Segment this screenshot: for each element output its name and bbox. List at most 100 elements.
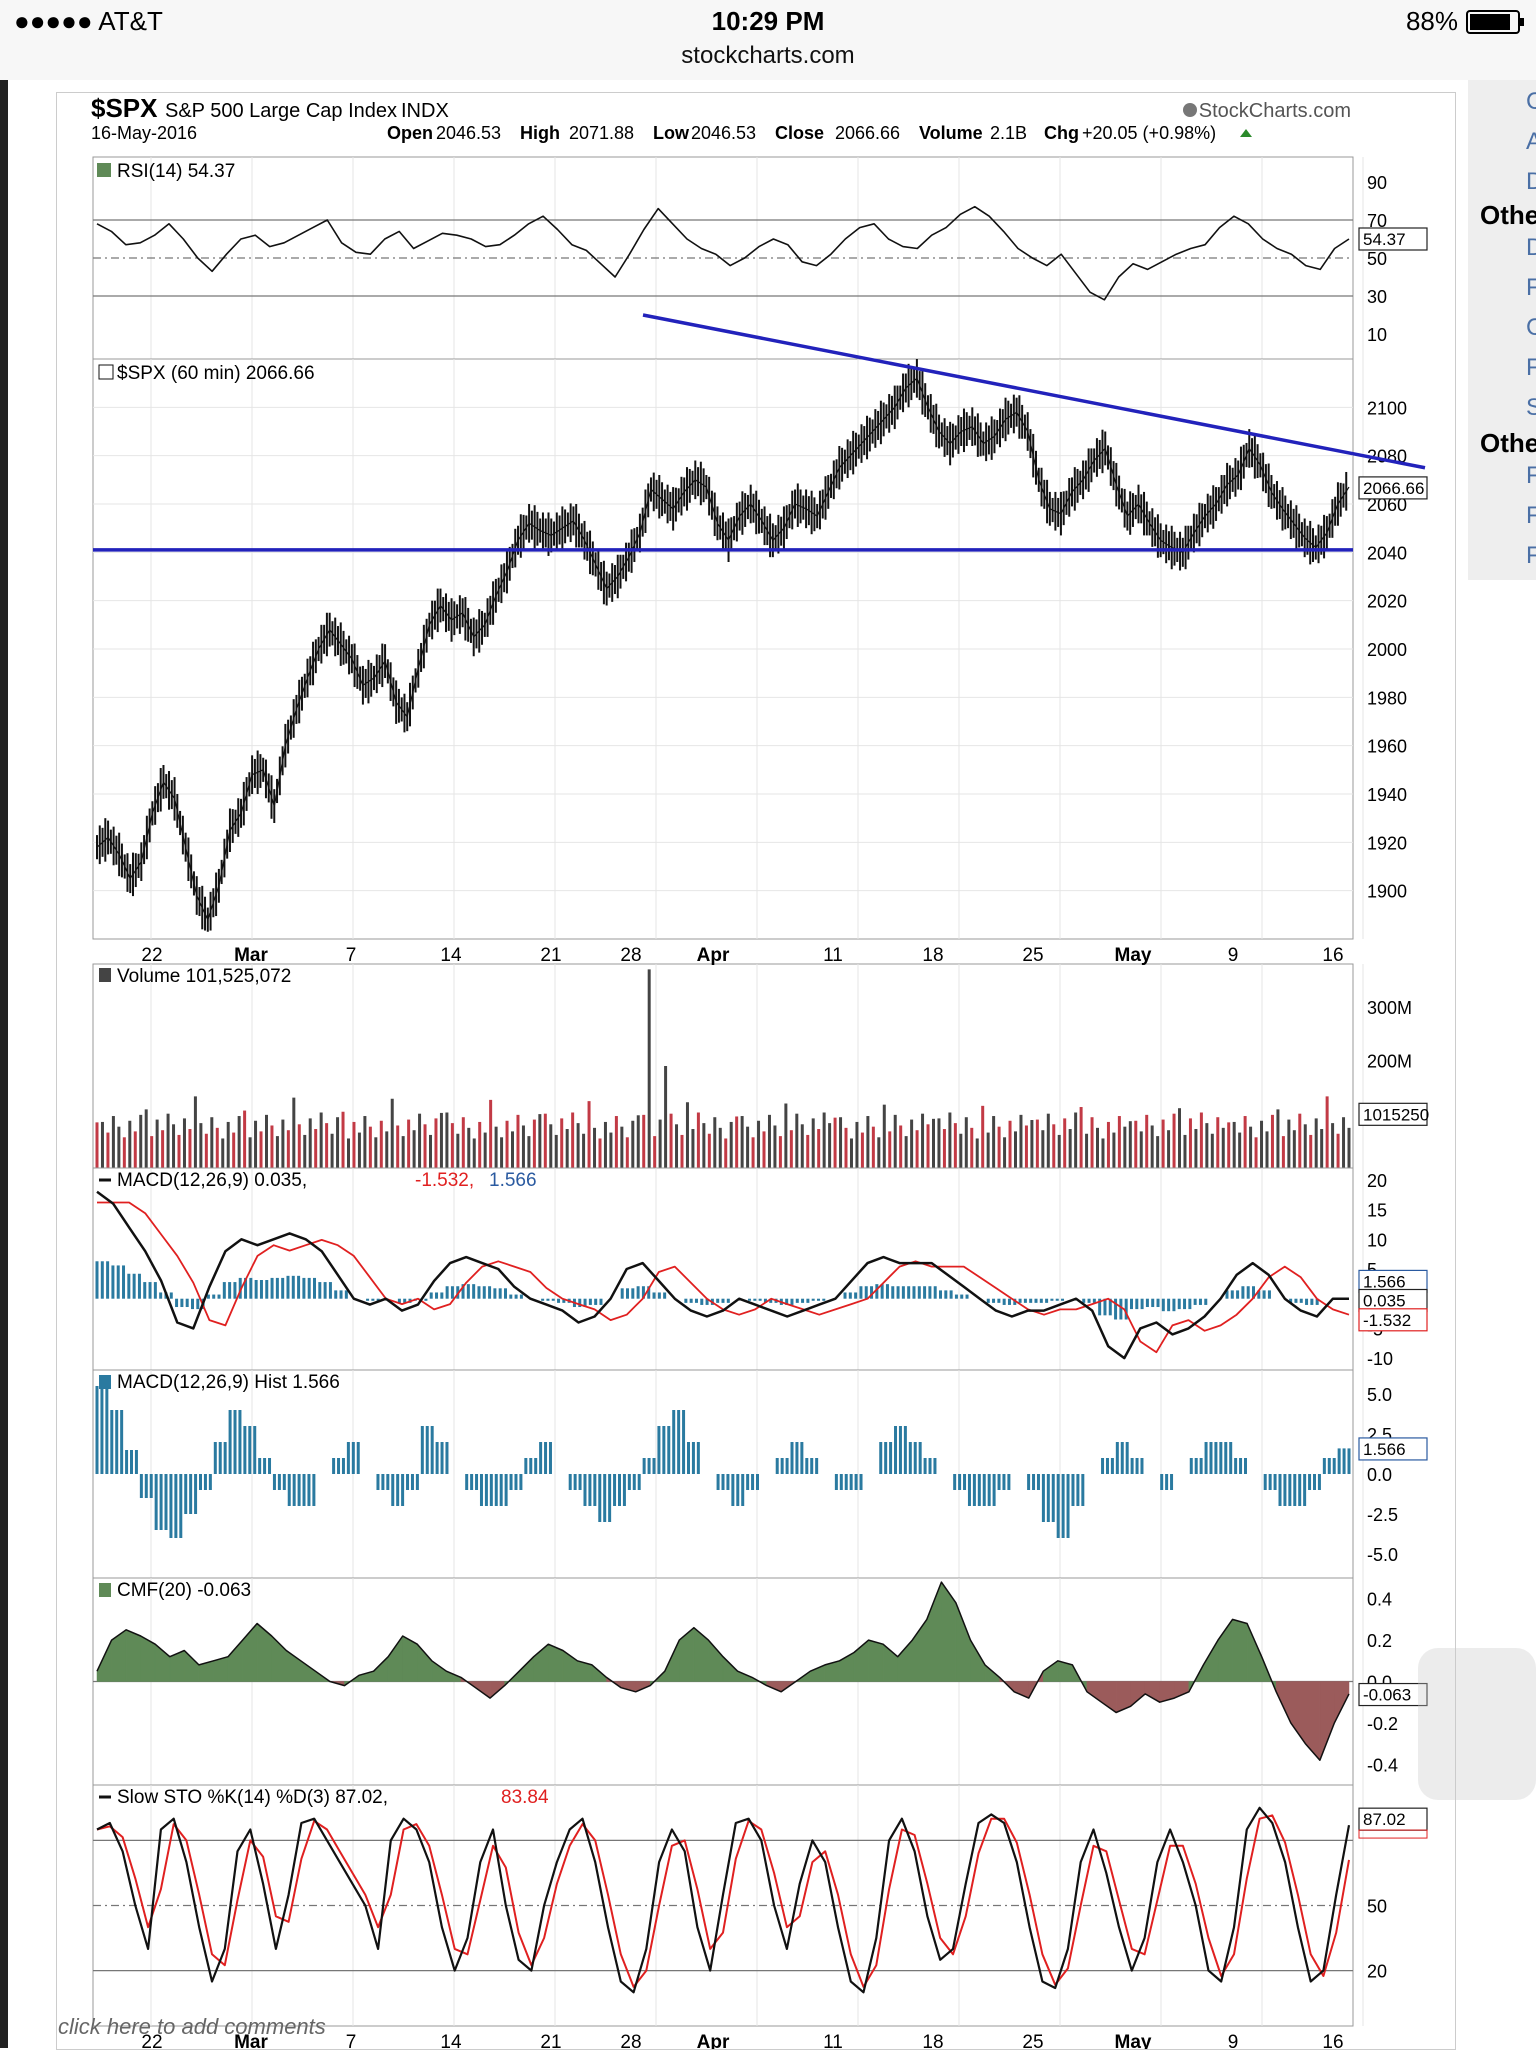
x-tick-label: 16 — [1322, 945, 1343, 966]
rsi-line — [96, 205, 1350, 301]
cmf-area — [1232, 1619, 1248, 1682]
status-bar: ●●●●● AT&T 10:29 PM stockcharts.com 88% — [0, 0, 1536, 80]
x-tick-label: 28 — [620, 2032, 641, 2049]
side-link[interactable]: D — [1526, 234, 1536, 261]
side-link[interactable]: F — [1526, 274, 1536, 301]
panel-title: RSI(14) 54.37 — [117, 161, 235, 182]
symbol: $SPX — [91, 93, 158, 123]
x-tick-label: 25 — [1022, 2032, 1043, 2049]
side-link[interactable]: C — [1526, 88, 1536, 115]
cmf-area — [256, 1622, 272, 1682]
stock-chart: $SPX S&P 500 Large Cap Index INDX StockC… — [91, 93, 1429, 2053]
cmf-area — [125, 1629, 141, 1682]
clock: 10:29 PM — [711, 6, 825, 36]
x-tick-label: May — [1115, 2032, 1152, 2049]
ohlc-row: Open 2046.53 High 2071.88 Low 2046.53 Close 206… — [387, 123, 1252, 143]
macd-hist-label: 1.566 — [489, 1170, 537, 1191]
scroll-handle[interactable] — [1418, 1648, 1536, 1800]
cmf-area — [111, 1629, 127, 1682]
rsi-icon — [97, 163, 111, 177]
y-tick-label: -0.4 — [1367, 1755, 1398, 1775]
rsi-value-tag: 54.37 — [1363, 230, 1406, 249]
x-tick-label: 22 — [141, 945, 162, 966]
side-link[interactable]: F — [1526, 502, 1536, 529]
battery-icon — [1466, 9, 1524, 34]
cmf-area — [387, 1635, 403, 1682]
panel-title: MACD(12,26,9) Hist 1.566 — [117, 1372, 340, 1393]
x-tick-label: Mar — [234, 945, 268, 966]
ohlc-label: Open — [387, 123, 433, 143]
y-tick-label: 50 — [1367, 249, 1387, 269]
cmf-area — [868, 1639, 884, 1682]
y-tick-label: 300M — [1367, 998, 1412, 1018]
ohlc-label: High — [520, 123, 560, 143]
address-bar-url[interactable]: stockcharts.com — [681, 42, 855, 69]
ohlc-value: 2066.66 — [835, 123, 900, 143]
y-tick-label: 15 — [1367, 1201, 1387, 1221]
value-tag-box — [1358, 1308, 1428, 1332]
panel-title: Volume 101,525,072 — [117, 966, 291, 987]
volume-value-tag: 1015250 — [1363, 1105, 1429, 1124]
ohlc-label: Volume — [919, 123, 983, 143]
trendline — [642, 313, 1426, 470]
x-tick-label: 14 — [440, 945, 462, 966]
side-link[interactable]: A — [1526, 128, 1536, 155]
ohlc-value: 2046.53 — [436, 123, 501, 143]
side-link[interactable]: C — [1526, 314, 1536, 341]
panel-title: $SPX (60 min) 2066.66 — [117, 363, 315, 384]
side-link[interactable]: F — [1526, 542, 1536, 569]
y-tick-label: 1940 — [1367, 785, 1407, 805]
battery-status: 88% — [1406, 6, 1524, 37]
panel-title: MACD(12,26,9) 0.035, — [117, 1170, 307, 1191]
sto-value-tag: 87.02 — [1363, 1810, 1406, 1829]
x-tick-label: 7 — [346, 945, 357, 966]
macd-signal-label: -1.532, — [415, 1170, 474, 1191]
value-tag-box — [1358, 476, 1428, 500]
value-tag-box — [1358, 1437, 1428, 1461]
y-tick-label: 200M — [1367, 1052, 1412, 1072]
hist-value-tag: 1.566 — [1363, 1440, 1406, 1459]
side-heading: Othe — [1480, 428, 1536, 458]
y-tick-label: 2020 — [1367, 592, 1407, 612]
x-tick-label: 21 — [540, 2032, 561, 2049]
y-tick-label: 1960 — [1367, 737, 1407, 757]
cmf-area — [679, 1627, 695, 1682]
x-tick-label: May — [1115, 945, 1152, 966]
y-tick-label: 20 — [1367, 1962, 1387, 1982]
volume-icon — [99, 968, 111, 982]
ohlc-label: Chg — [1044, 123, 1079, 143]
y-tick-label: 50 — [1367, 1897, 1387, 1917]
cmf-area — [300, 1660, 316, 1682]
value-tag-box — [1358, 1102, 1428, 1126]
macd-value-tag: -1.532 — [1363, 1311, 1411, 1330]
side-link[interactable]: D — [1526, 168, 1536, 195]
x-tick-label: 21 — [540, 945, 561, 966]
price-bars-icon — [98, 364, 114, 380]
cmf-area — [417, 1643, 433, 1682]
y-tick-label: -10 — [1367, 1349, 1393, 1369]
side-link[interactable]: S — [1526, 394, 1536, 421]
side-link[interactable]: F — [1526, 462, 1536, 489]
brand-logo: StockCharts.com — [1199, 100, 1351, 122]
ohlc-value: 2.1B — [990, 123, 1027, 143]
sto-signal-tag — [1358, 1829, 1428, 1839]
hist-icon — [99, 1375, 111, 1389]
cmf-area — [693, 1627, 709, 1682]
cmf-area — [1144, 1681, 1160, 1703]
x-tick-label: 7 — [346, 2032, 357, 2049]
macd-value-tag: 0.035 — [1363, 1291, 1406, 1310]
y-tick-label: -0.2 — [1367, 1714, 1398, 1734]
cmf-area — [1334, 1681, 1350, 1724]
sto-d-line — [96, 1814, 1350, 1988]
left-edge — [0, 80, 8, 2048]
cmf-area — [955, 1602, 971, 1682]
cmf-area — [1130, 1681, 1146, 1707]
y-tick-label: 10 — [1367, 325, 1387, 345]
add-comments-link[interactable]: click here to add comments — [58, 2014, 326, 2039]
x-tick-label: 28 — [620, 945, 641, 966]
x-tick-label: 9 — [1228, 2032, 1239, 2049]
side-link[interactable]: F — [1526, 354, 1536, 381]
y-tick-label: 1980 — [1367, 688, 1407, 708]
sto-signal-label: 83.84 — [501, 1787, 549, 1808]
cmf-line — [96, 1581, 1350, 1761]
